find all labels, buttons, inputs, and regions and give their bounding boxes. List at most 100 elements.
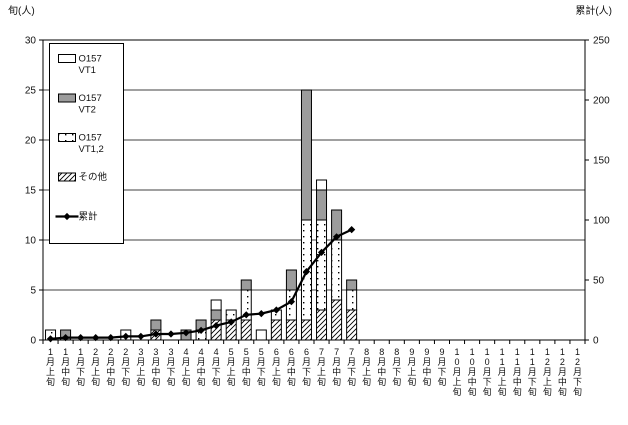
x-tick-label: 8 月中旬 bbox=[377, 347, 386, 387]
right-axis-tick-label: 0 bbox=[593, 336, 599, 347]
legend-label: 累計 bbox=[79, 211, 99, 223]
legend-label: VT1,2 bbox=[79, 144, 104, 155]
x-tick-label: 2 月上旬 bbox=[91, 347, 100, 387]
x-tick-label: 4 月上旬 bbox=[182, 347, 191, 387]
x-tick-label: 1 月中旬 bbox=[61, 347, 70, 387]
cumulative-marker bbox=[92, 334, 100, 342]
bar-segment-hatch bbox=[270, 319, 282, 341]
x-tick-label: 1 1 月中旬 bbox=[513, 347, 522, 397]
x-tick-label: 1 2 月上旬 bbox=[543, 347, 552, 397]
bar-segment-white bbox=[255, 329, 267, 341]
left-axis-tick-label: 20 bbox=[25, 136, 37, 147]
x-tick-label: 2 月中旬 bbox=[106, 347, 115, 387]
legend-label: VT2 bbox=[79, 105, 96, 116]
legend-label: O157 bbox=[79, 54, 102, 65]
bar-segment-white bbox=[210, 299, 222, 311]
x-tick-label: 6 月上旬 bbox=[272, 347, 281, 387]
cumulative-marker bbox=[227, 318, 235, 326]
right-axis-tick-label: 150 bbox=[593, 156, 610, 167]
cumulative-marker bbox=[317, 248, 326, 256]
x-tick-label: 8 月下旬 bbox=[392, 347, 401, 387]
cumulative-marker bbox=[348, 226, 356, 234]
legend-swatch-hatch bbox=[58, 172, 76, 182]
x-tick-label: 1 0 月中旬 bbox=[468, 347, 477, 397]
bar-segment-hatch bbox=[346, 309, 358, 341]
cumulative-marker bbox=[332, 233, 341, 241]
right-axis-title: 累計(人) bbox=[575, 4, 612, 17]
cumulative-marker bbox=[197, 326, 205, 334]
left-axis-tick-label: 0 bbox=[30, 336, 36, 347]
bar-segment-dots bbox=[316, 219, 328, 311]
cumulative-marker bbox=[287, 298, 296, 306]
x-tick-label: 8 月上旬 bbox=[362, 347, 371, 387]
x-tick-label: 6 月下旬 bbox=[302, 347, 311, 387]
legend-label: O157 bbox=[79, 133, 102, 144]
cumulative-marker bbox=[107, 334, 115, 342]
x-tick-label: 2 月下旬 bbox=[121, 347, 130, 387]
bar-segment-dots bbox=[346, 289, 358, 311]
legend-swatch-gray bbox=[58, 93, 76, 103]
cumulative-marker bbox=[46, 335, 55, 343]
bar-segment-white bbox=[316, 179, 328, 191]
legend-box bbox=[49, 43, 124, 244]
x-tick-label: 9 月下旬 bbox=[437, 347, 446, 387]
bar-segment-gray bbox=[285, 269, 297, 291]
cumulative-marker bbox=[302, 268, 311, 276]
x-tick-label: 1 1 月上旬 bbox=[498, 347, 507, 397]
x-tick-label: 6 月中旬 bbox=[287, 347, 296, 387]
left-axis-tick-label: 5 bbox=[30, 286, 36, 297]
cumulative-marker bbox=[152, 330, 160, 338]
bar-segment-hatch bbox=[331, 299, 343, 341]
bar-segment-gray bbox=[150, 319, 162, 331]
x-tick-label: 7 月上旬 bbox=[317, 347, 326, 387]
x-tick-label: 7 月下旬 bbox=[347, 347, 356, 387]
x-tick-label: 3 月中旬 bbox=[151, 347, 160, 387]
left-axis-tick-label: 30 bbox=[25, 36, 37, 47]
bar-segment-gray bbox=[210, 309, 222, 321]
x-tick-label: 1 2 月下旬 bbox=[573, 347, 582, 397]
x-tick-label: 1 1 月下旬 bbox=[528, 347, 537, 397]
x-tick-label: 5 月上旬 bbox=[227, 347, 236, 387]
left-axis-tick-label: 15 bbox=[25, 186, 37, 197]
bar-segment-gray bbox=[346, 279, 358, 291]
right-axis-tick-label: 50 bbox=[593, 276, 605, 287]
x-tick-label: 9 月上旬 bbox=[407, 347, 416, 387]
cumulative-marker bbox=[212, 322, 220, 330]
x-tick-label: 1 0 月上旬 bbox=[453, 347, 462, 397]
legend-label: VT1 bbox=[79, 65, 96, 76]
x-tick-label: 1 月下旬 bbox=[76, 347, 85, 387]
legend-line-marker bbox=[63, 212, 71, 221]
bar-segment-gray bbox=[316, 189, 328, 221]
x-tick-label: 1 0 月下旬 bbox=[483, 347, 492, 397]
bar-segment-hatch bbox=[316, 309, 328, 341]
x-tick-label: 4 月下旬 bbox=[212, 347, 221, 387]
x-tick-label: 1 2 月中旬 bbox=[558, 347, 567, 397]
legend-swatch-white bbox=[58, 54, 76, 63]
x-tick-label: 3 月下旬 bbox=[166, 347, 175, 387]
right-axis-tick-label: 100 bbox=[593, 216, 610, 227]
cumulative-marker bbox=[122, 332, 130, 340]
left-axis-title: 旬(人) bbox=[8, 4, 35, 17]
cumulative-marker bbox=[182, 329, 190, 337]
legend-label: O157 bbox=[79, 93, 102, 104]
right-axis-tick-label: 250 bbox=[593, 36, 610, 47]
left-axis-tick-label: 10 bbox=[25, 236, 37, 247]
bar-segment-dots bbox=[331, 239, 343, 301]
x-tick-label: 9 月中旬 bbox=[422, 347, 431, 387]
bar-segment-hatch bbox=[285, 319, 297, 341]
legend-label: その他 bbox=[79, 171, 108, 183]
cumulative-marker bbox=[167, 330, 175, 338]
x-tick-label: 5 月中旬 bbox=[242, 347, 251, 387]
cumulative-marker bbox=[272, 306, 280, 314]
bar-segment-hatch bbox=[240, 319, 252, 341]
cumulative-marker bbox=[137, 332, 145, 340]
bar-segment-gray bbox=[300, 89, 312, 221]
x-tick-label: 3 月上旬 bbox=[136, 347, 145, 387]
left-axis-tick-label: 25 bbox=[25, 86, 37, 97]
cumulative-marker bbox=[77, 334, 85, 342]
bar-segment-gray bbox=[240, 279, 252, 291]
x-tick-label: 5 月下旬 bbox=[257, 347, 266, 387]
cumulative-marker bbox=[61, 334, 70, 342]
